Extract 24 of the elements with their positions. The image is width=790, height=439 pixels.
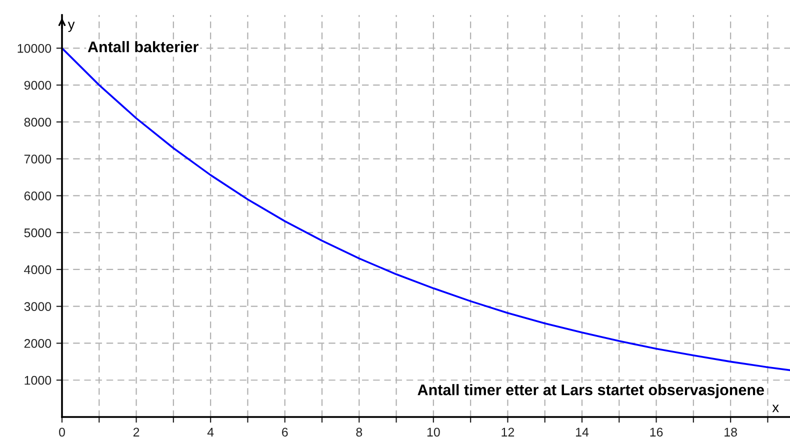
x-tick-label: 10 xyxy=(427,428,440,437)
y-tick-label: 4000 xyxy=(24,265,52,274)
annotation: x xyxy=(772,404,779,412)
x-tick-label: 16 xyxy=(650,428,663,437)
y-tick-label: 6000 xyxy=(24,192,52,200)
y-axis-title: Antall bakterier xyxy=(88,41,198,52)
y-tick-label: 9000 xyxy=(24,80,52,90)
y-tick-label: 2000 xyxy=(24,339,52,348)
x-tick-label: 4 xyxy=(207,428,214,436)
x-axis-title: Antall timer etter at Lars startet observasjonene xyxy=(418,384,764,398)
y-tick-label: 5000 xyxy=(24,228,52,238)
x-tick-label: 6 xyxy=(282,428,288,437)
x-tick-label: 12 xyxy=(502,428,514,436)
annotation: y xyxy=(68,22,75,32)
y-tick-label: 10000 xyxy=(18,44,52,53)
y-tick-label: 7000 xyxy=(24,154,52,164)
x-tick-label: 18 xyxy=(724,428,737,437)
y-tick-label: 8000 xyxy=(24,118,52,127)
x-tick-label: 14 xyxy=(576,428,589,436)
y-tick-label: 3000 xyxy=(24,302,52,312)
x-tick-label: 0 xyxy=(59,428,65,437)
x-tick-label: 8 xyxy=(356,428,362,437)
x-tick-label: 2 xyxy=(133,428,140,436)
y-tick-label: 1000 xyxy=(24,376,52,385)
